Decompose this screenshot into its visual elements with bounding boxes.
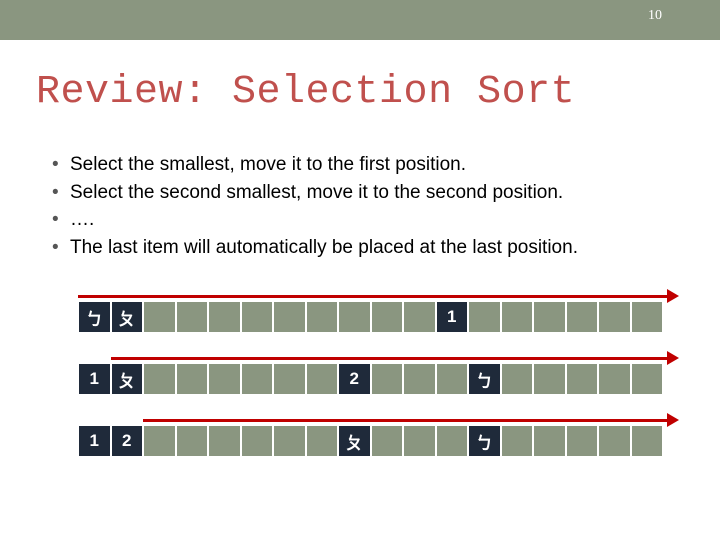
array-cell [241,363,274,395]
array-cell [436,425,469,457]
scan-arrow [78,291,668,301]
slide-title: Review: Selection Sort [36,70,684,115]
page-number: 10 [648,8,662,24]
array-cell [273,363,306,395]
array-cell [533,363,566,395]
array-cell: ㄅ [468,363,501,395]
array-cell: 2 [111,425,144,457]
array-cells: 12 ㄆ ㄅ [78,425,668,457]
bullet-list: Select the smallest, move it to the firs… [52,151,684,261]
array-cell [176,301,209,333]
array-cell [273,301,306,333]
array-cell [143,301,176,333]
array-cell: ㄅ [78,301,111,333]
array-cell [143,425,176,457]
array-cells: 1ㄆ 2 ㄅ [78,363,668,395]
array-cell [371,301,404,333]
bullet-item: Select the smallest, move it to the firs… [52,151,684,179]
array-cell [598,363,631,395]
array-cell [403,425,436,457]
array-cell [338,301,371,333]
bullet-item: …. [52,206,684,234]
array-cell: 2 [338,363,371,395]
array-cell [501,425,534,457]
array-cell [631,425,664,457]
selection-sort-diagram: ㄅㄆ11ㄆ2ㄅ12ㄆㄅ [78,291,668,457]
array-cell: 1 [78,363,111,395]
array-row: 12 ㄆ ㄅ [78,415,668,457]
array-cell [273,425,306,457]
array-cell [501,301,534,333]
array-cell: 1 [436,301,469,333]
array-cell [566,301,599,333]
array-cell [176,425,209,457]
array-cell [533,301,566,333]
array-cell [468,301,501,333]
scan-arrow [78,415,668,425]
array-cell [598,301,631,333]
array-cell [436,363,469,395]
array-cell [501,363,534,395]
array-cell [403,363,436,395]
array-cell [208,363,241,395]
array-cell: ㄆ [111,363,144,395]
array-cell [533,425,566,457]
array-cell [306,301,339,333]
array-cell: ㄅ [468,425,501,457]
array-cell [566,363,599,395]
array-cell [306,363,339,395]
array-cell: ㄆ [111,301,144,333]
array-cell [241,301,274,333]
array-cell: 1 [78,425,111,457]
bullet-item: The last item will automatically be plac… [52,234,684,262]
header-bar: 10 [0,0,720,40]
array-cell [371,425,404,457]
array-cell [208,301,241,333]
array-cell [241,425,274,457]
array-row: ㄅㄆ 1 [78,291,668,333]
array-cell [598,425,631,457]
bullet-item: Select the second smallest, move it to t… [52,179,684,207]
array-cell [566,425,599,457]
array-cell [631,301,664,333]
slide-content: Review: Selection Sort Select the smalle… [0,40,720,457]
array-row: 1ㄆ 2 ㄅ [78,353,668,395]
array-cell [403,301,436,333]
array-cell [306,425,339,457]
array-cell [176,363,209,395]
array-cell [631,363,664,395]
array-cells: ㄅㄆ 1 [78,301,668,333]
scan-arrow [78,353,668,363]
array-cell: ㄆ [338,425,371,457]
array-cell [143,363,176,395]
array-cell [371,363,404,395]
array-cell [208,425,241,457]
